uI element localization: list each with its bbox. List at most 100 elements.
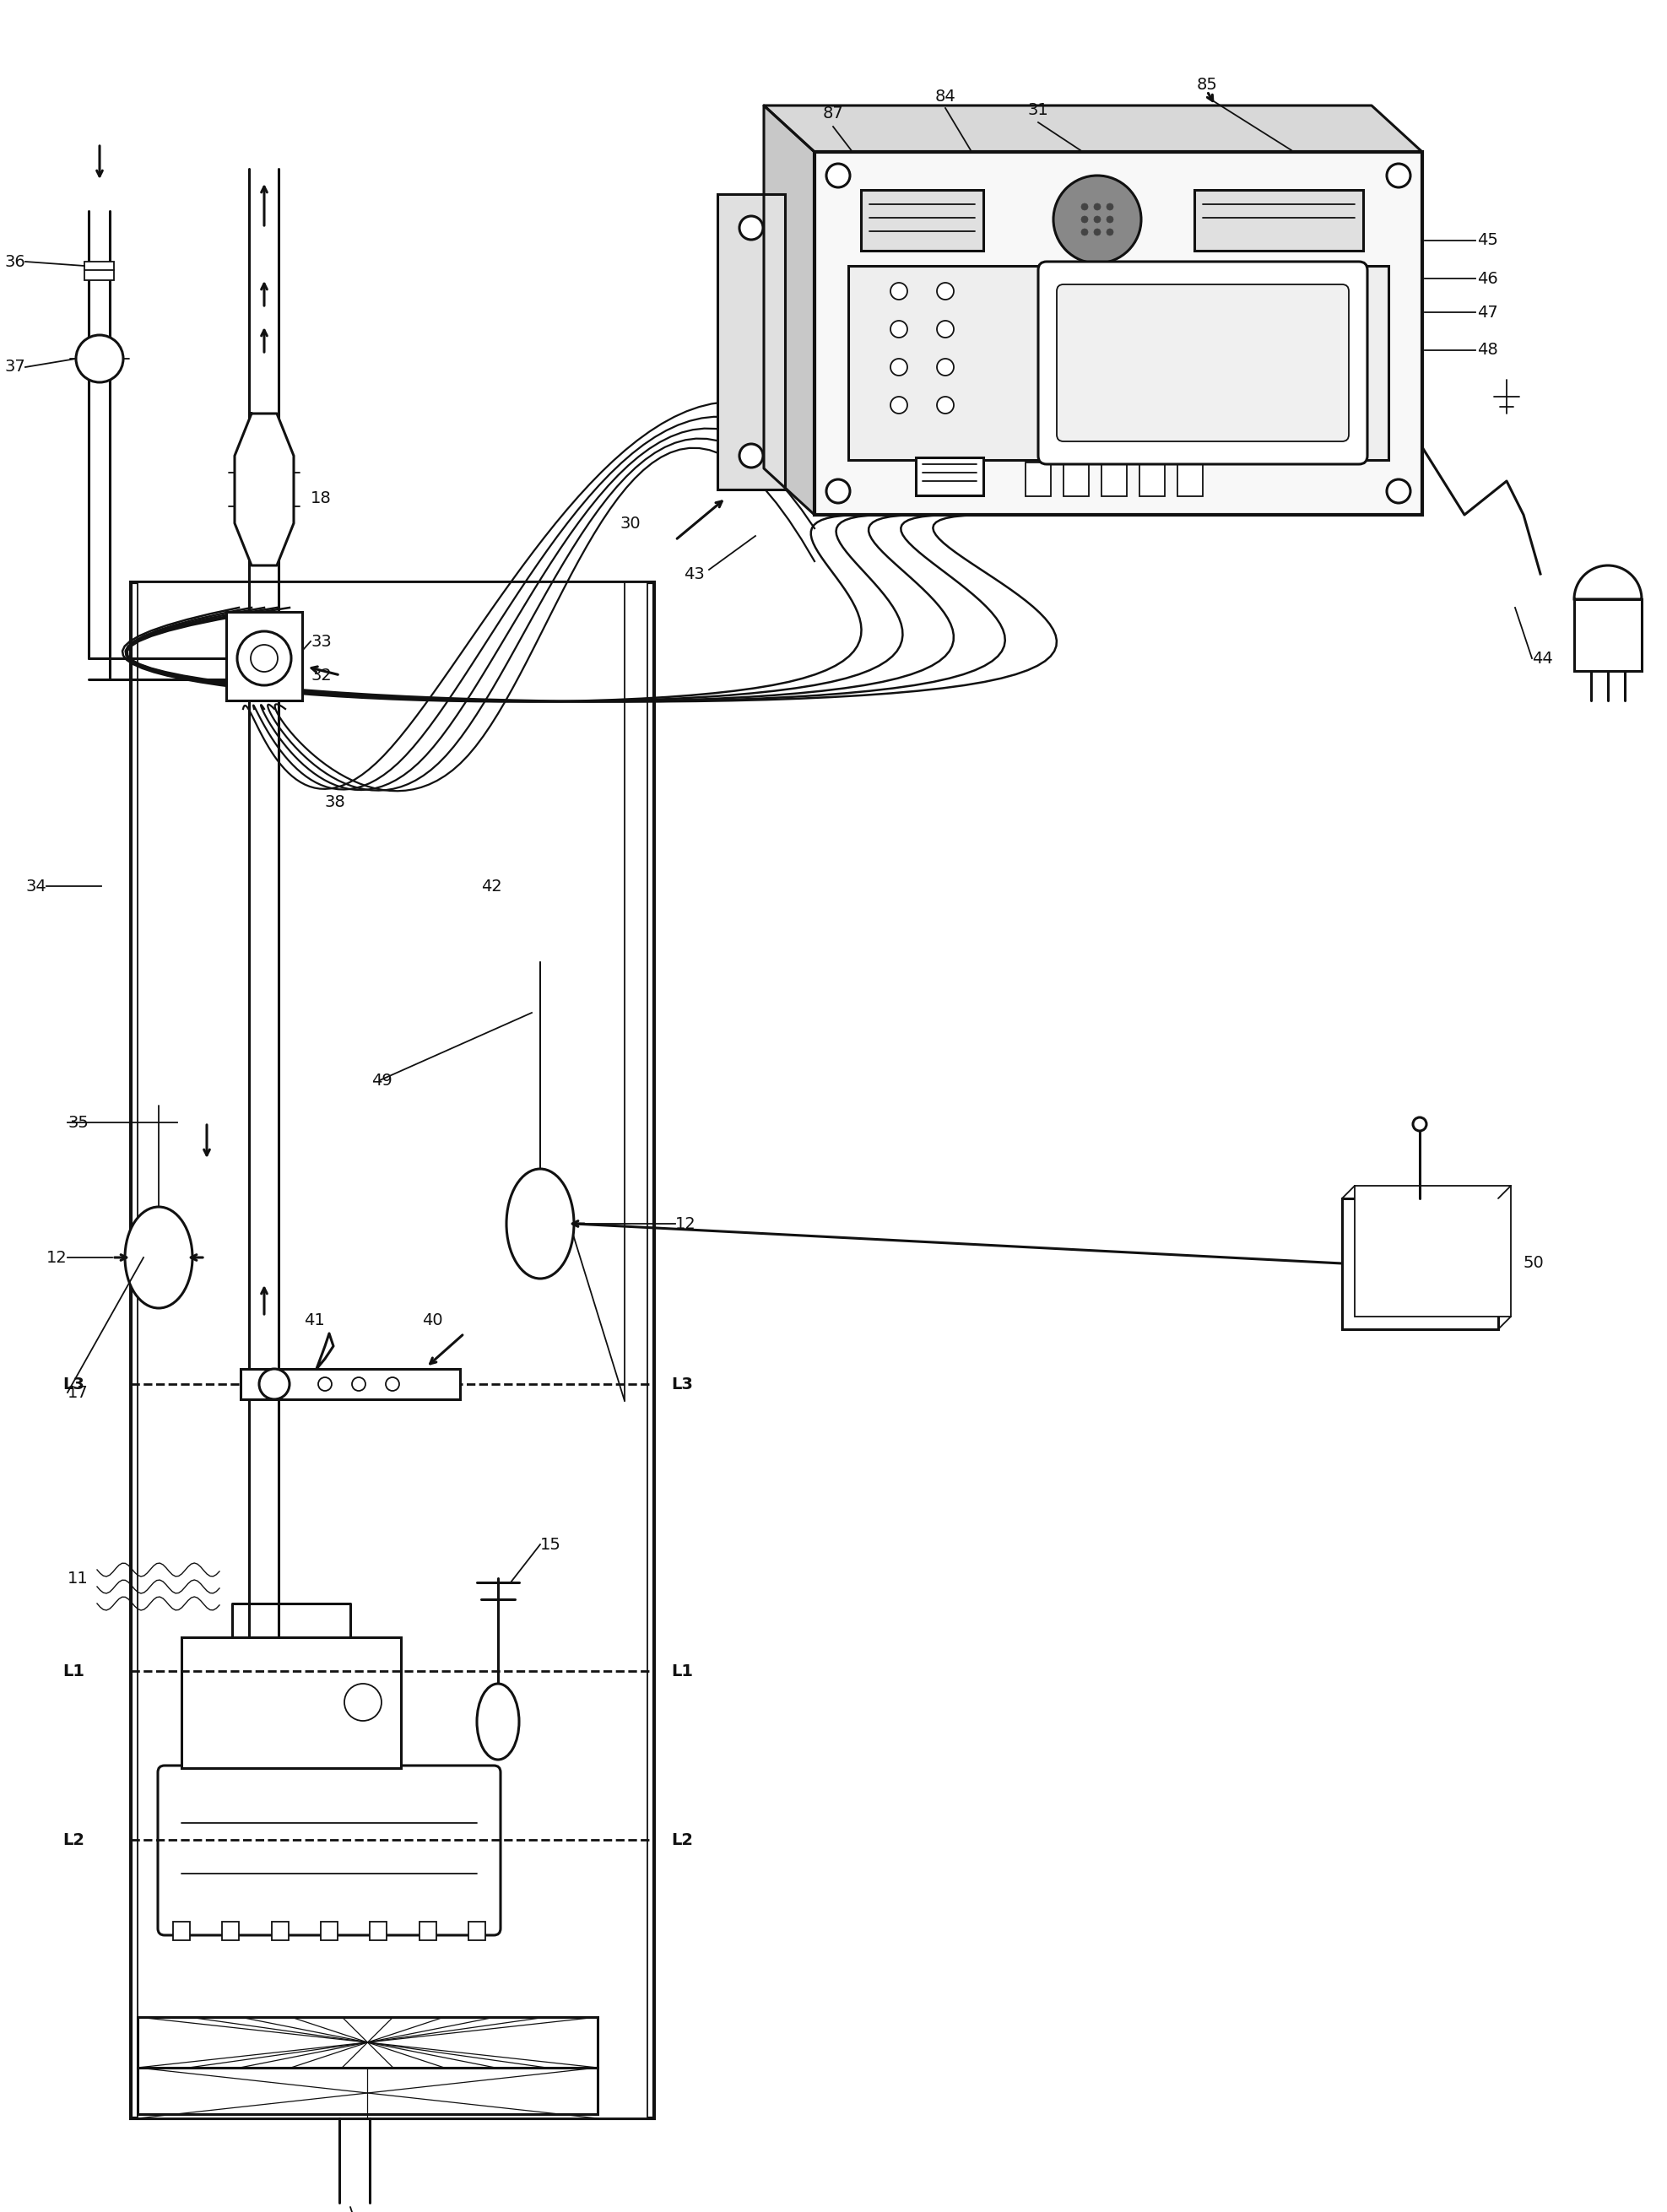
- Bar: [468, 1922, 485, 1940]
- Bar: [227, 613, 302, 701]
- Circle shape: [1414, 1117, 1427, 1130]
- Circle shape: [890, 321, 907, 338]
- Circle shape: [1107, 204, 1114, 210]
- Circle shape: [890, 283, 907, 299]
- Circle shape: [385, 1378, 398, 1391]
- Circle shape: [258, 1369, 290, 1400]
- FancyBboxPatch shape: [1039, 261, 1367, 465]
- Circle shape: [1082, 217, 1089, 223]
- Text: 32: 32: [310, 668, 332, 684]
- Circle shape: [352, 1378, 365, 1391]
- Circle shape: [1082, 228, 1089, 234]
- Bar: [1342, 1199, 1499, 1329]
- Text: 41: 41: [303, 1312, 325, 1329]
- Text: 44: 44: [1532, 650, 1554, 666]
- Text: 18: 18: [310, 489, 332, 507]
- Bar: [138, 582, 647, 2119]
- Ellipse shape: [125, 1208, 192, 1307]
- Text: L3: L3: [63, 1376, 85, 1391]
- Bar: [1140, 462, 1165, 495]
- Circle shape: [740, 445, 763, 467]
- Circle shape: [937, 396, 954, 414]
- Circle shape: [1094, 217, 1100, 223]
- Polygon shape: [763, 106, 1422, 153]
- Text: 49: 49: [372, 1073, 392, 1088]
- Text: 46: 46: [1477, 270, 1499, 288]
- Bar: [1194, 190, 1364, 250]
- Bar: [860, 190, 984, 250]
- Text: 11: 11: [68, 1571, 88, 1586]
- Bar: [915, 458, 984, 495]
- Text: 50: 50: [1524, 1256, 1544, 1272]
- Bar: [1102, 462, 1127, 495]
- Text: 37: 37: [5, 358, 25, 376]
- Text: 34: 34: [25, 878, 47, 894]
- Circle shape: [1387, 480, 1410, 502]
- Bar: [418, 1922, 437, 1940]
- Text: 45: 45: [1477, 232, 1499, 248]
- Bar: [1177, 462, 1204, 495]
- Bar: [173, 1922, 190, 1940]
- Text: L1: L1: [62, 1663, 85, 1679]
- Text: 35: 35: [68, 1115, 88, 1130]
- Bar: [849, 265, 1389, 460]
- Ellipse shape: [507, 1168, 573, 1279]
- Text: 48: 48: [1477, 343, 1499, 358]
- Circle shape: [77, 334, 123, 383]
- Bar: [240, 1369, 460, 1400]
- Circle shape: [827, 480, 850, 502]
- Polygon shape: [763, 106, 815, 515]
- Circle shape: [740, 217, 763, 239]
- Bar: [717, 195, 785, 489]
- Circle shape: [890, 358, 907, 376]
- Circle shape: [1054, 175, 1142, 263]
- FancyBboxPatch shape: [1057, 285, 1349, 442]
- Circle shape: [890, 396, 907, 414]
- Bar: [1574, 599, 1642, 670]
- Text: 43: 43: [683, 566, 705, 582]
- Circle shape: [937, 358, 954, 376]
- Text: 42: 42: [482, 878, 502, 894]
- Bar: [370, 1922, 387, 1940]
- FancyBboxPatch shape: [158, 1765, 500, 1936]
- Bar: [130, 582, 653, 2119]
- Bar: [222, 1922, 238, 1940]
- Text: 33: 33: [310, 633, 332, 650]
- Text: 38: 38: [325, 794, 345, 810]
- Circle shape: [237, 630, 292, 686]
- Circle shape: [1077, 307, 1094, 325]
- Circle shape: [1082, 204, 1089, 210]
- Bar: [182, 1637, 402, 1767]
- Text: 12: 12: [675, 1217, 697, 1232]
- Bar: [1355, 1186, 1510, 1316]
- Text: 30: 30: [620, 515, 642, 531]
- Text: 47: 47: [1477, 305, 1499, 321]
- Wedge shape: [1574, 566, 1642, 599]
- Circle shape: [1094, 204, 1100, 210]
- Bar: [138, 2017, 597, 2068]
- Bar: [1064, 462, 1089, 495]
- Bar: [815, 153, 1422, 515]
- Circle shape: [1094, 228, 1100, 234]
- Text: 12: 12: [47, 1250, 68, 1265]
- Bar: [138, 2068, 597, 2115]
- Text: 84: 84: [935, 88, 955, 106]
- Text: L3: L3: [672, 1376, 693, 1391]
- Text: L2: L2: [672, 1832, 693, 1847]
- Text: L2: L2: [62, 1832, 85, 1847]
- Circle shape: [345, 1683, 382, 1721]
- Circle shape: [1107, 228, 1114, 234]
- Text: 85: 85: [1197, 77, 1217, 93]
- Bar: [85, 261, 113, 281]
- Circle shape: [250, 644, 278, 672]
- Text: L1: L1: [672, 1663, 693, 1679]
- Circle shape: [318, 1378, 332, 1391]
- Bar: [320, 1922, 338, 1940]
- Bar: [1025, 462, 1050, 495]
- Circle shape: [937, 283, 954, 299]
- Circle shape: [1387, 164, 1410, 188]
- Polygon shape: [235, 414, 293, 566]
- Text: 15: 15: [540, 1537, 562, 1553]
- Text: 17: 17: [68, 1385, 88, 1400]
- Circle shape: [827, 164, 850, 188]
